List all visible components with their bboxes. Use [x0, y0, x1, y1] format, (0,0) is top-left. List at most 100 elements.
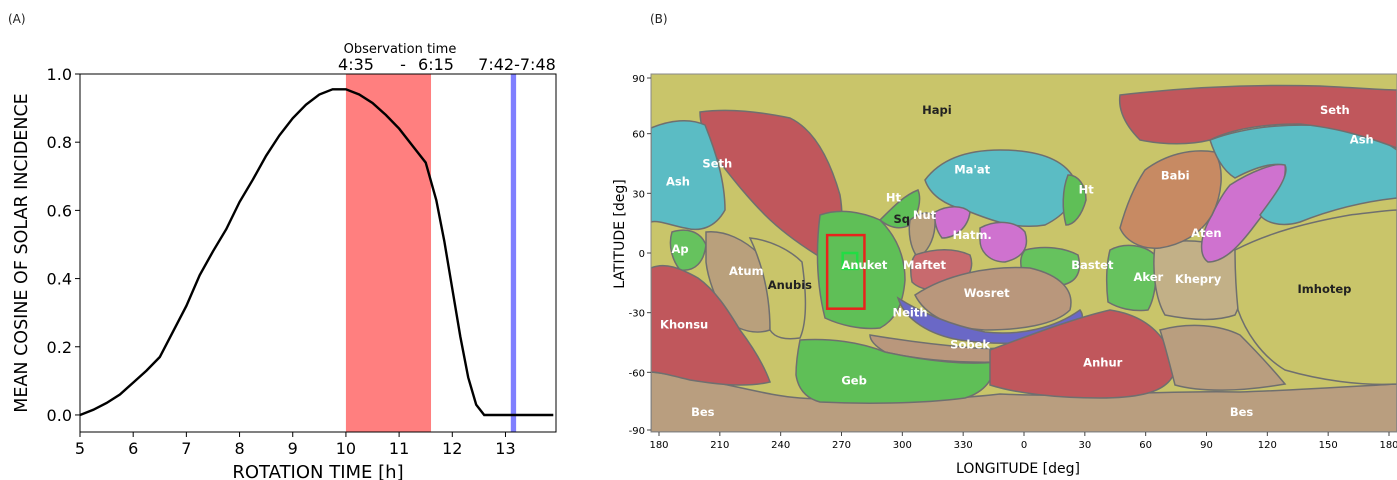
- lon-tick-label: 30: [1078, 440, 1091, 451]
- observation-end-label: 6:15: [418, 55, 454, 74]
- lon-tick-label: 330: [954, 440, 973, 451]
- region-label-ap: Ap: [671, 242, 688, 256]
- lat-tick-label: 30: [632, 189, 645, 200]
- y-tick-label: 0.0: [47, 406, 72, 425]
- lat-tick-label: 90: [632, 74, 645, 85]
- x-tick-label: 6: [128, 439, 138, 458]
- x-tick-label: 11: [389, 439, 409, 458]
- region-label-neith: Neith: [892, 306, 927, 320]
- region-label-seth: Seth: [702, 156, 732, 170]
- region-labels: Hapi Seth Seth Ash Ash Ma'at Ht Ht Sq Nut Hatm. Bab…: [660, 103, 1374, 419]
- panel-a-tag: (A): [8, 12, 26, 26]
- region-label-anubis: Anubis: [768, 278, 812, 292]
- region-label-sobek: Sobek: [950, 337, 990, 351]
- series-line: [80, 88, 554, 417]
- x-tick-label: 12: [442, 439, 462, 458]
- region-ap: [669, 229, 707, 271]
- x-tick-label: 5: [75, 439, 85, 458]
- region-babi-south: [1159, 324, 1287, 391]
- region-label-ash: Ash: [666, 174, 690, 188]
- region-khonsu: [651, 264, 771, 386]
- region-label-bes2: Bes: [1230, 405, 1254, 419]
- green-box: [841, 251, 859, 271]
- region-label-atum: Atum: [729, 264, 764, 278]
- lat-tick-label: -60: [629, 368, 645, 379]
- y-tick-label: 0.8: [47, 133, 72, 152]
- region-seth-east: [1118, 84, 1397, 149]
- region-nut: [934, 206, 971, 239]
- region-label-hapi: Hapi: [922, 103, 952, 117]
- region-label-bastet: Bastet: [1071, 258, 1114, 272]
- region-serqet: [908, 212, 936, 260]
- region-label-seth2: Seth: [1320, 103, 1350, 117]
- region-hathor: [878, 189, 921, 229]
- region-label-ash2: Ash: [1350, 133, 1374, 147]
- region-ash: [651, 120, 726, 231]
- region-label-hatm: Hatm.: [953, 228, 992, 242]
- lon-ticks: 180 210 240 270 300 330 0 30 60 90 120 150 180: [649, 432, 1397, 451]
- x-tick-label: 9: [288, 439, 298, 458]
- red-box: [825, 233, 866, 310]
- observation-start-label: 4:35: [338, 55, 374, 74]
- y-axis-label: MEAN COSINE OF SOLAR INCIDENCE: [12, 93, 32, 412]
- x-tick-label: 10: [336, 439, 356, 458]
- lon-axis-label: LONGITUDE [deg]: [956, 461, 1080, 477]
- lon-tick-label: 180: [649, 440, 668, 451]
- lon-tick-label: 90: [1200, 440, 1213, 451]
- region-label-wosret: Wosret: [964, 286, 1010, 300]
- lat-axis-label: LATITUDE [deg]: [612, 179, 628, 288]
- region-geb: [795, 338, 996, 404]
- x-ticks: 5 6 7 8 9 10 11 12 13: [75, 432, 516, 458]
- lat-ticks: 90 60 30 0 -30 -60 -90: [629, 74, 651, 437]
- lon-tick-label: 240: [771, 440, 790, 451]
- region-babi: [1119, 150, 1222, 249]
- highlight-boxes: [825, 233, 866, 310]
- region-label-maat: Ma'at: [954, 162, 990, 176]
- x-tick-label: 7: [181, 439, 191, 458]
- region-label-aker: Aker: [1133, 270, 1163, 284]
- second-window-label: 7:42-7:48: [478, 55, 556, 74]
- observation-caption: Observation time: [344, 42, 457, 57]
- lon-tick-label: 210: [710, 440, 729, 451]
- x-axis-label: ROTATION TIME [h]: [232, 462, 403, 480]
- x-tick-label: 13: [495, 439, 515, 458]
- observation-spans: [345, 74, 517, 432]
- lon-tick-label: 120: [1258, 440, 1277, 451]
- region-label-geb: Geb: [841, 373, 866, 387]
- region-label-bes1: Bes: [691, 405, 715, 419]
- x-tick-label: 8: [234, 439, 244, 458]
- chart-b: Hapi Seth Seth Ash Ash Ma'at Ht Ht Sq Nut Hatm. Bab…: [612, 73, 1397, 477]
- lat-tick-label: -90: [629, 426, 645, 437]
- y-tick-label: 0.2: [47, 338, 72, 357]
- lon-tick-label: 300: [893, 440, 912, 451]
- y-tick-label: 0.6: [47, 201, 72, 220]
- panel-b-tag: (B): [650, 12, 668, 26]
- region-label-khepry: Khepry: [1175, 272, 1222, 286]
- region-hatmehit: [979, 221, 1028, 263]
- lon-tick-label: 0: [1021, 440, 1027, 451]
- y-tick-label: 1.0: [47, 65, 72, 84]
- plot-frame: [79, 73, 557, 433]
- lat-tick-label: 0: [639, 249, 645, 260]
- observation-dash-label: -: [400, 55, 406, 74]
- second-window-span: [510, 74, 517, 432]
- lon-tick-label: 150: [1319, 440, 1338, 451]
- observation-span: [345, 74, 432, 432]
- chart-a: 5 6 7 8 9 10 11 12 13 0.0 0.2 0.4 0.6 0.8 1.0 ROTATIO…: [12, 42, 557, 480]
- y-tick-label: 0.4: [47, 270, 72, 289]
- region-label-ht2: Ht: [1079, 182, 1095, 196]
- region-label-anhur: Anhur: [1083, 355, 1122, 369]
- region-label-sq: Sq: [893, 212, 910, 226]
- region-label-imhotep: Imhotep: [1298, 282, 1352, 296]
- region-aker: [1105, 244, 1157, 312]
- region-label-khonsu: Khonsu: [660, 318, 708, 332]
- y-ticks: 0.0 0.2 0.4 0.6 0.8 1.0: [47, 65, 80, 425]
- region-map: Hapi Seth Seth Ash Ash Ma'at Ht Ht Sq Nut Hatm. Bab…: [651, 74, 1397, 432]
- lon-tick-label: 270: [832, 440, 851, 451]
- region-label-babi: Babi: [1161, 168, 1190, 182]
- region-label-anuket: Anuket: [841, 258, 887, 272]
- region-label-ht1: Ht: [886, 190, 902, 204]
- region-imhotep: [1234, 209, 1397, 386]
- lat-tick-label: 60: [632, 130, 645, 141]
